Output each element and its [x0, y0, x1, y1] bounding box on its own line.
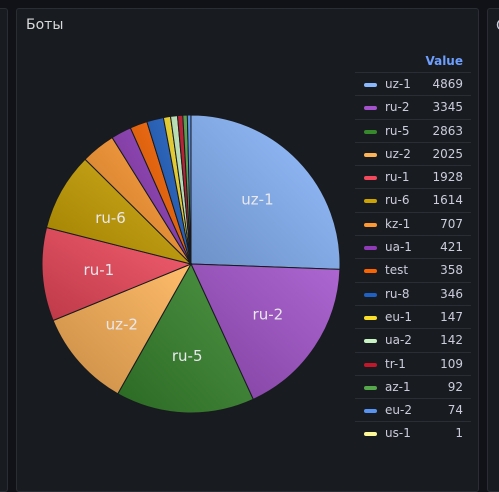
legend-label-ua-2: ua-2: [385, 333, 412, 348]
right-panel-title-peek: C: [496, 18, 499, 34]
legend-value-ru-5: 2863: [432, 123, 463, 138]
legend-label-ru-6: ru-6: [385, 193, 410, 208]
legend-swatch-kz-1: [364, 222, 377, 227]
legend-rows: uz-1 4869 ru-2 3345 ru-5 2863 uz-2 2025 ru-1 1928…: [355, 72, 471, 445]
legend-row-kz-1[interactable]: kz-1 707: [355, 211, 471, 235]
legend-label-ru-8: ru-8: [385, 286, 410, 301]
legend-row-ru-5[interactable]: ru-5 2863: [355, 118, 471, 142]
legend-value-tr-1: 109: [440, 356, 463, 371]
legend-label-test: test: [385, 263, 409, 278]
pie-slice-uz-2[interactable]: [52, 262, 193, 395]
legend-label-az-1: az-1: [385, 379, 411, 394]
panel-title[interactable]: Боты: [26, 17, 64, 33]
legend-value-us-1: 1: [455, 426, 463, 441]
legend-table: Value uz-1 4869 ru-2 3345 ru-5 2863 uz-2 2025 ru…: [355, 50, 471, 445]
pie-slice-uz-1[interactable]: [190, 114, 341, 270]
right-panel-edge: C: [487, 8, 499, 492]
legend-row-ua-1[interactable]: ua-1 421: [355, 235, 471, 258]
pie-label-ru-5: ru-5: [172, 347, 203, 365]
legend-value-ru-1: 1928: [432, 170, 463, 185]
legend-swatch-test: [364, 269, 377, 274]
legend-value-header[interactable]: Value: [425, 54, 463, 68]
pie-label-uz-1: uz-1: [241, 190, 273, 208]
legend-swatch-uz-1: [364, 83, 377, 87]
pie-slice-ru-2[interactable]: [190, 263, 341, 401]
pie-slice-ru-5[interactable]: [117, 262, 254, 414]
legend-row-eu-2[interactable]: eu-2 74: [355, 398, 471, 421]
legend-label-ua-1: ua-1: [385, 240, 412, 255]
legend-label-uz-2: uz-2: [385, 146, 411, 161]
legend-label-ru-1: ru-1: [385, 170, 410, 185]
legend-swatch-ru-8: [364, 292, 377, 297]
legend-value-ru-2: 3345: [432, 100, 463, 115]
legend-value-ru-8: 346: [440, 286, 463, 301]
legend-swatch-az-1: [364, 385, 377, 390]
legend-swatch-ua-2: [364, 339, 377, 344]
legend-label-tr-1: tr-1: [385, 356, 406, 371]
legend-row-us-1[interactable]: us-1 1: [355, 421, 471, 444]
pie-label-ru-6: ru-6: [95, 209, 126, 227]
legend-value-ua-1: 421: [440, 240, 463, 255]
legend-row-az-1[interactable]: az-1 92: [355, 374, 471, 398]
pie-label-ru-2: ru-2: [253, 306, 284, 324]
legend-value-eu-1: 147: [440, 309, 463, 324]
left-panel-edge: [0, 8, 8, 492]
legend-swatch-us-1: [364, 432, 377, 437]
legend-swatch-eu-1: [364, 315, 377, 320]
legend-row-ru-6[interactable]: ru-6 1614: [355, 188, 471, 211]
legend-swatch-ru-2: [364, 106, 377, 111]
legend-value-ru-6: 1614: [432, 193, 463, 208]
legend-label-eu-2: eu-2: [385, 403, 412, 418]
legend-swatch-ua-1: [364, 246, 377, 251]
legend-swatch-eu-2: [364, 409, 377, 414]
legend-value-ua-2: 142: [440, 333, 463, 348]
legend-swatch-uz-2: [364, 152, 377, 157]
pie-label-ru-1: ru-1: [84, 261, 115, 279]
legend-label-eu-1: eu-1: [385, 309, 412, 324]
legend-row-ua-2[interactable]: ua-2 142: [355, 328, 471, 351]
legend-label-uz-1: uz-1: [385, 77, 411, 91]
legend-value-kz-1: 707: [440, 216, 463, 231]
legend-value-eu-2: 74: [447, 403, 463, 418]
legend-row-test[interactable]: test 358: [355, 258, 471, 281]
legend-row-tr-1[interactable]: tr-1 109: [355, 351, 471, 375]
legend-swatch-tr-1: [364, 362, 377, 367]
legend-value-uz-2: 2025: [432, 146, 463, 161]
legend-swatch-ru-1: [364, 176, 377, 181]
legend-swatch-ru-5: [364, 129, 377, 134]
legend-row-uz-2[interactable]: uz-2 2025: [355, 141, 471, 165]
pie-label-uz-2: uz-2: [106, 316, 138, 334]
legend-row-eu-1[interactable]: eu-1 147: [355, 304, 471, 328]
legend-value-test: 358: [440, 263, 463, 278]
bots-panel: Боты uz-1 ru-2 ru-5 uz-2 ru-1 ru-6 Value uz-1…: [16, 8, 479, 492]
pie-chart: uz-1 ru-2 ru-5 uz-2 ru-1 ru-6: [41, 114, 341, 414]
legend-row-uz-1[interactable]: uz-1 4869: [355, 72, 471, 95]
legend-value-uz-1: 4869: [432, 77, 463, 91]
legend-row-ru-2[interactable]: ru-2 3345: [355, 95, 471, 118]
legend-label-ru-2: ru-2: [385, 100, 410, 115]
legend-label-kz-1: kz-1: [385, 216, 411, 231]
pie-slice-ru-1[interactable]: [41, 226, 193, 322]
legend-row-ru-1[interactable]: ru-1 1928: [355, 165, 471, 188]
legend-row-ru-8[interactable]: ru-8 346: [355, 281, 471, 305]
legend-label-us-1: us-1: [385, 426, 411, 441]
legend-swatch-ru-6: [364, 199, 377, 204]
legend-value-az-1: 92: [447, 379, 463, 394]
legend-label-ru-5: ru-5: [385, 123, 410, 138]
